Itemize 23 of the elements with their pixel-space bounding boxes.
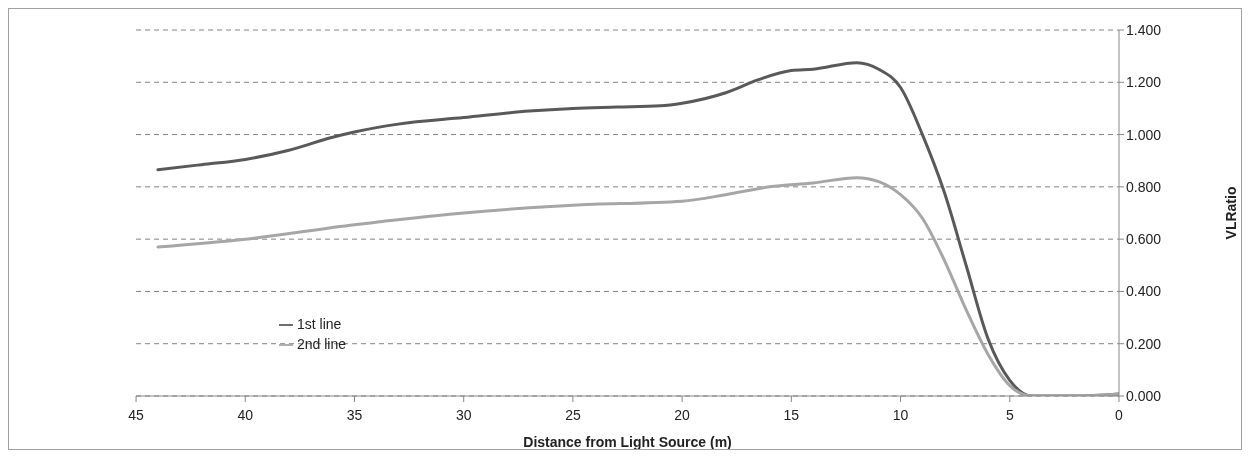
y-tick-label: 1.200 [1126,74,1162,91]
y-tick-label: 0.600 [1126,231,1162,248]
line-series [156,176,1119,396]
y-tick-label: 0.400 [1126,283,1162,300]
x-tick-label: 30 [455,406,472,423]
y-tick-label: 1.400 [1126,21,1162,38]
x-tick-label: 20 [674,406,691,423]
x-tick-label: 25 [565,406,581,423]
x-tick-label: 40 [237,406,254,423]
y-tick-label: 1.000 [1126,126,1162,143]
x-tick-label: 10 [892,406,909,423]
x-tick-label: 0 [1115,406,1124,423]
legend-label: 2nd line [297,336,347,352]
x-tick-label: 15 [783,406,800,423]
legend-label: 1st line [297,316,342,332]
x-axis-title: Distance from Light Source (m) [523,434,732,450]
y-axis-title: VLRatio [1222,186,1239,240]
x-tick-label: 35 [346,406,363,423]
y-tick-label: 0.000 [1126,387,1162,404]
x-tick-label: 45 [128,406,145,423]
x-tick-label: 5 [1005,406,1014,423]
y-tick-label: 0.800 [1126,178,1162,195]
y-tick-label: 0.200 [1126,335,1162,352]
